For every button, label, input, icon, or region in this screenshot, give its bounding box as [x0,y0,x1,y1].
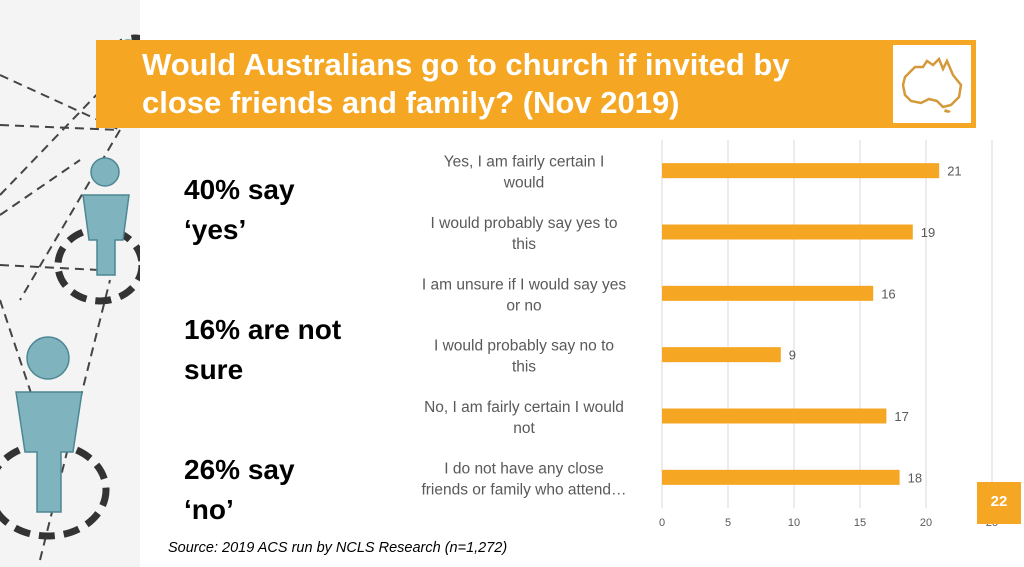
data-label-5: 18 [908,470,922,485]
australia-map-icon [901,56,963,113]
category-label-2-line-0: I am unsure if I would say yes [422,276,626,293]
category-label-3: I would probably say no to this [434,338,614,376]
category-label-3-line-1: this [512,359,536,376]
data-label-1: 19 [921,225,935,240]
stat-no-line-1: 26% say [184,454,295,485]
data-label-3: 9 [789,348,796,363]
category-label-0-line-1: would [503,175,545,192]
bar-0 [662,163,940,179]
category-label-2-line-1: or no [506,297,541,314]
category-label-5: I do not have any close friends or family… [421,460,626,498]
category-label-0: Yes, I am fairly certain I would [444,154,605,192]
bar-3 [662,347,781,363]
stat-unsure-line-1: 16% are not [184,314,342,345]
x-tick-label-0: 0 [659,517,665,529]
logo [888,40,976,128]
title-banner: Would Australians go to church if invite… [96,40,888,128]
page-number: 22 [990,493,1008,510]
stat-yes-line-1: 40% say [184,174,295,205]
stat-yes: 40% say ‘yes’ [184,170,295,250]
title-line-1: Would Australians go to church if invite… [142,47,790,82]
category-label-1-line-1: this [512,236,536,253]
category-label-3-line-0: I would probably say no to [434,338,614,355]
bar-4 [662,408,887,424]
chart-title: Would Australians go to church if invite… [142,46,868,122]
data-label-4: 17 [894,409,908,424]
x-tick-label-5: 5 [725,517,731,529]
x-tick-label-10: 10 [788,517,800,529]
category-label-4-line-0: No, I am fairly certain I would [424,399,624,416]
stat-yes-line-2: ‘yes’ [184,214,247,245]
category-label-4-line-1: not [513,420,535,437]
category-label-0-line-0: Yes, I am fairly certain I [444,154,605,171]
category-label-4: No, I am fairly certain I would not [424,399,624,437]
bar-2 [662,285,874,301]
bar-5 [662,469,900,485]
category-label-2: I am unsure if I would say yes or no [422,276,626,314]
bar-1 [662,224,913,240]
x-tick-label-20: 20 [920,517,932,529]
data-label-0: 21 [947,164,961,179]
stat-unsure-line-2: sure [184,354,244,385]
data-label-2: 16 [881,286,895,301]
category-label-1: I would probably say yes to this [431,215,618,253]
source-note: Source: 2019 ACS run by NCLS Research (n… [168,540,508,556]
stat-no: 26% say ‘no’ [184,450,295,530]
category-label-5-line-1: friends or family who attend… [421,481,626,498]
stat-no-line-2: ‘no’ [184,494,234,525]
page-number-badge: 22 [977,482,1021,524]
category-label-1-line-0: I would probably say yes to [431,215,618,232]
category-label-5-line-0: I do not have any close [444,460,603,477]
stat-unsure: 16% are not sure [184,310,341,390]
title-line-2: close friends and family? (Nov 2019) [142,85,680,120]
x-tick-label-15: 15 [854,517,866,529]
